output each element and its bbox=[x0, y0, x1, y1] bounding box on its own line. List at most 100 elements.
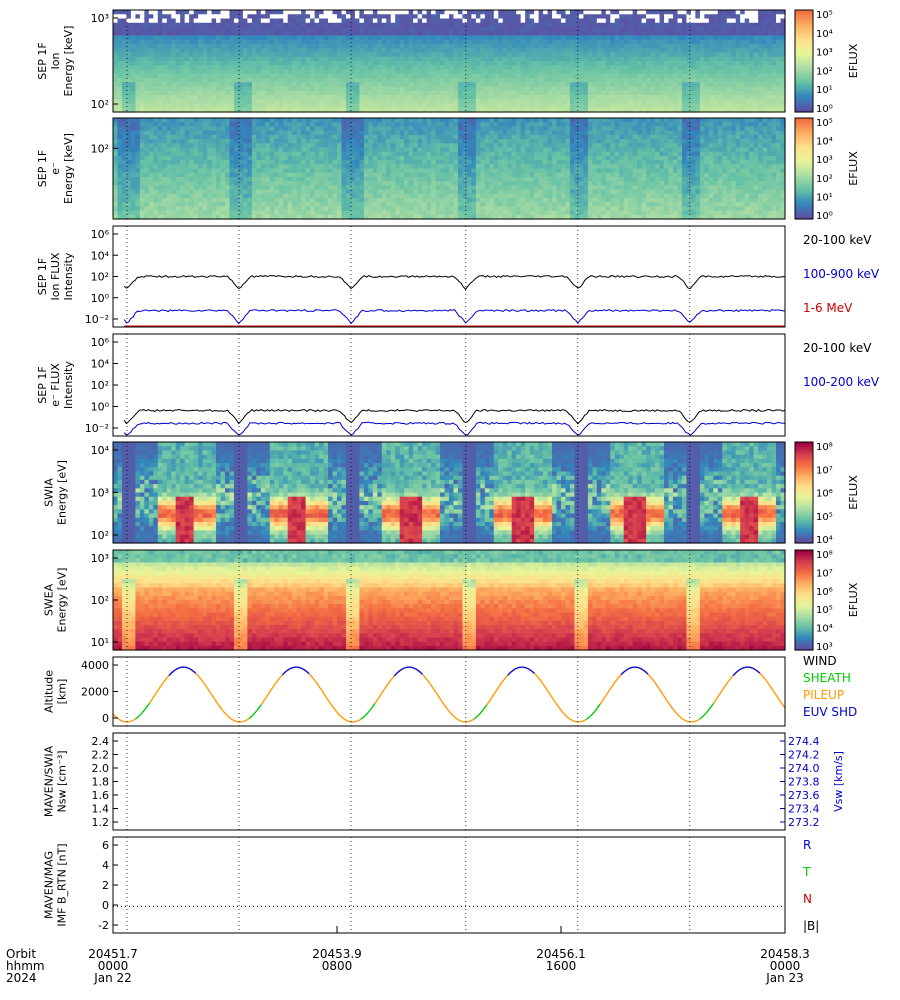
spec-cell bbox=[377, 107, 383, 113]
spec-cell bbox=[502, 107, 508, 113]
spec-cell bbox=[126, 134, 132, 140]
spec-cell bbox=[359, 160, 365, 165]
spec-cell bbox=[139, 126, 145, 132]
spec-cell bbox=[113, 22, 119, 28]
spec-cell bbox=[610, 103, 616, 109]
spec-cell bbox=[650, 99, 656, 105]
spec-cell bbox=[363, 48, 369, 54]
spec-cell bbox=[175, 181, 181, 186]
spec-cell bbox=[368, 39, 374, 45]
spec-cell bbox=[471, 14, 477, 19]
spec-cell bbox=[686, 73, 692, 79]
spec-cell bbox=[498, 107, 504, 113]
spec-cell bbox=[216, 103, 222, 109]
spec-cell bbox=[328, 147, 334, 153]
spec-cell bbox=[126, 73, 132, 79]
spec-cell bbox=[529, 61, 535, 66]
spec-cell bbox=[207, 73, 213, 79]
spec-cell bbox=[713, 35, 719, 41]
spec-cell bbox=[113, 134, 119, 140]
spec-cell bbox=[162, 126, 168, 132]
spec-cell bbox=[520, 99, 526, 105]
spec-cell bbox=[619, 31, 625, 37]
spec-cell bbox=[180, 14, 186, 20]
spec-cell bbox=[256, 210, 262, 216]
spec-cell bbox=[283, 155, 289, 161]
spec-cell bbox=[547, 48, 553, 54]
spec-cell bbox=[180, 197, 186, 203]
spec-cell bbox=[453, 56, 459, 62]
spec-cell bbox=[722, 14, 728, 20]
spec-cell bbox=[229, 78, 235, 83]
sep_ion_spec-colorbar-tick: 10¹ bbox=[816, 85, 833, 96]
spec-cell bbox=[157, 48, 163, 54]
spec-cell bbox=[601, 27, 607, 32]
spec-cell bbox=[758, 44, 764, 49]
spec-cell bbox=[601, 107, 607, 113]
spec-cell bbox=[113, 103, 119, 109]
spec-cell bbox=[534, 48, 540, 54]
sep_ion_spec-colorbar-cell bbox=[795, 68, 813, 72]
spec-cell bbox=[466, 14, 472, 20]
spec-cell bbox=[426, 103, 432, 109]
spec-cell bbox=[207, 139, 213, 144]
spec-cell bbox=[368, 14, 374, 20]
spec-cell bbox=[319, 126, 325, 132]
spec-cell bbox=[354, 73, 360, 79]
spec-cell bbox=[556, 61, 562, 66]
spec-cell bbox=[552, 39, 558, 45]
spec-cell bbox=[126, 95, 132, 100]
spec-cell bbox=[650, 22, 656, 28]
spec-cell bbox=[265, 86, 271, 92]
spec-cell bbox=[614, 44, 620, 49]
spec-cell bbox=[238, 69, 244, 75]
spec-cell bbox=[292, 176, 298, 182]
spec-cell bbox=[556, 39, 562, 45]
spec-cell bbox=[735, 107, 741, 113]
spec-cell bbox=[319, 86, 325, 92]
spec-cell bbox=[404, 22, 410, 28]
spec-cell bbox=[130, 160, 136, 165]
spec-cell bbox=[157, 147, 163, 153]
spec-cell bbox=[292, 139, 298, 144]
spec-cell bbox=[641, 95, 647, 100]
spec-cell bbox=[390, 22, 396, 28]
spec-cell bbox=[498, 86, 504, 92]
spec-cell bbox=[242, 202, 248, 207]
spec-cell bbox=[690, 27, 696, 32]
spec-cell bbox=[426, 35, 432, 41]
spec-cell bbox=[314, 134, 320, 140]
spec-cell bbox=[211, 160, 217, 165]
spec-cell bbox=[260, 197, 266, 203]
spec-cell bbox=[153, 90, 159, 96]
spec-cell bbox=[422, 35, 428, 41]
spec-cell bbox=[520, 48, 526, 54]
spec-cell bbox=[354, 18, 360, 24]
spec-cell bbox=[319, 210, 325, 216]
spec-cell bbox=[422, 27, 428, 32]
spec-cell bbox=[162, 202, 168, 207]
spec-cell bbox=[220, 61, 226, 66]
spec-cell bbox=[323, 202, 329, 207]
spec-cell bbox=[319, 82, 325, 88]
spec-cell bbox=[287, 14, 293, 20]
spec-cell bbox=[574, 22, 580, 28]
spec-cell bbox=[135, 48, 141, 54]
spec-cell bbox=[269, 130, 275, 136]
spec-cell bbox=[238, 82, 244, 88]
spec-cell bbox=[637, 78, 643, 83]
spec-cell bbox=[126, 164, 132, 170]
spec-cell bbox=[242, 14, 248, 19]
spec-cell bbox=[305, 168, 311, 174]
spec-cell bbox=[135, 126, 141, 132]
sep_ion_spec-colorbar-label-text: EFLUX bbox=[847, 43, 860, 78]
spec-cell bbox=[113, 168, 119, 174]
spec-cell bbox=[301, 86, 307, 92]
spec-cell bbox=[457, 31, 464, 37]
spec-cell bbox=[225, 118, 231, 123]
spec-cell bbox=[516, 65, 522, 71]
spec-cell bbox=[713, 31, 719, 37]
spec-cell bbox=[148, 193, 154, 199]
spec-cell bbox=[296, 122, 302, 128]
spec-cell bbox=[198, 160, 204, 165]
